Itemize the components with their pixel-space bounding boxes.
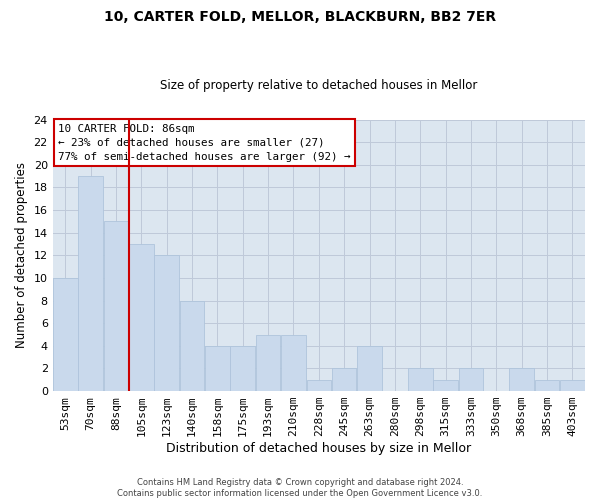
Y-axis label: Number of detached properties: Number of detached properties [15,162,28,348]
Bar [332,368,356,391]
X-axis label: Distribution of detached houses by size in Mellor: Distribution of detached houses by size … [166,442,472,455]
Bar [180,300,205,391]
Bar [53,278,77,391]
Bar [205,346,230,391]
Title: Size of property relative to detached houses in Mellor: Size of property relative to detached ho… [160,79,478,92]
Bar [307,380,331,391]
Bar [433,380,458,391]
Bar [357,346,382,391]
Bar [509,368,534,391]
Bar [154,256,179,391]
Text: Contains HM Land Registry data © Crown copyright and database right 2024.
Contai: Contains HM Land Registry data © Crown c… [118,478,482,498]
Bar [230,346,255,391]
Bar [458,368,483,391]
Bar [129,244,154,391]
Bar [560,380,584,391]
Bar [281,334,306,391]
Bar [535,380,559,391]
Text: 10, CARTER FOLD, MELLOR, BLACKBURN, BB2 7ER: 10, CARTER FOLD, MELLOR, BLACKBURN, BB2 … [104,10,496,24]
Bar [104,222,128,391]
Bar [256,334,280,391]
Bar [408,368,433,391]
Text: 10 CARTER FOLD: 86sqm
← 23% of detached houses are smaller (27)
77% of semi-deta: 10 CARTER FOLD: 86sqm ← 23% of detached … [58,124,350,162]
Bar [79,176,103,391]
